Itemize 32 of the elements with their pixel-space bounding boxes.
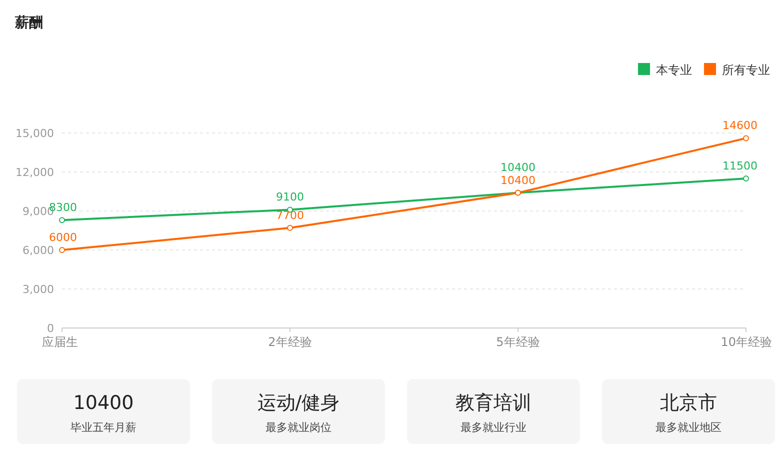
chart-title: 薪酬 (14, 15, 43, 31)
text: 最多就业地区 (656, 421, 722, 434)
data-label: 7700 (276, 208, 304, 222)
point (743, 176, 749, 182)
y-tick-label: 0 (47, 322, 54, 335)
data-label: 10400 (500, 160, 536, 174)
data-label: 6000 (49, 231, 77, 244)
legend-label: 所有专业 (722, 63, 770, 77)
x-tick-label: 应届生 (42, 335, 78, 349)
y-tick-label: 15,000 (16, 127, 54, 140)
text: 毕业五年月薪 (70, 421, 136, 434)
point (59, 217, 65, 224)
point (743, 135, 749, 142)
text: 最多就业行业 (460, 421, 526, 434)
data-label: 10400 (500, 174, 536, 187)
x-tick-label: 10年经验 (720, 335, 772, 349)
y-tick-label: 12,000 (16, 166, 54, 179)
x-tick-label: 2年经验 (268, 335, 312, 349)
x-tick-label: 5年经验 (496, 335, 540, 349)
point (287, 224, 293, 231)
text: 最多就业岗位 (266, 421, 332, 434)
point (59, 247, 65, 253)
text: 10400 (73, 392, 134, 414)
data-label: 11500 (722, 160, 758, 172)
data-label: 14600 (722, 119, 758, 132)
y-tick-label: 6,000 (22, 244, 54, 257)
legend-label: 本专业 (656, 63, 692, 77)
text: 北京市 (660, 392, 717, 414)
text: 教育培训 (456, 392, 532, 414)
text: 运动/健身 (257, 392, 340, 414)
data-label: 9100 (276, 190, 304, 204)
y-tick-label: 3,000 (22, 283, 54, 296)
